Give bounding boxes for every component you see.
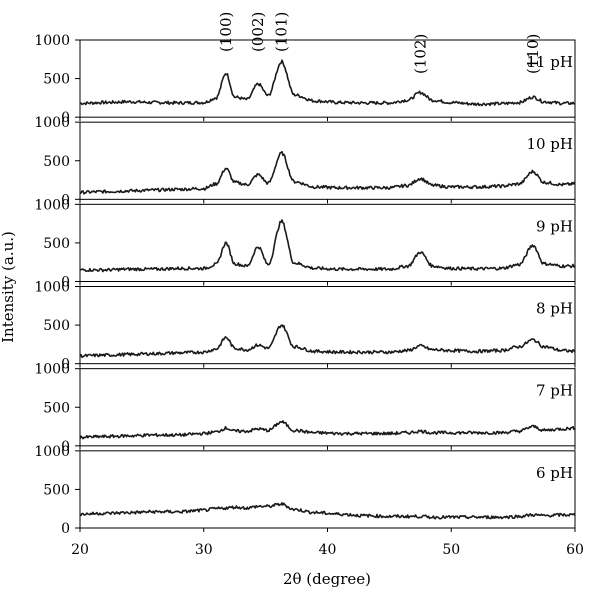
series-label: 11 pH — [526, 53, 573, 71]
x-tick-label: 50 — [442, 542, 460, 558]
y-tick-label: 500 — [43, 318, 70, 334]
series-line-7-ph — [79, 420, 576, 440]
panel-2: 0 500 1000 10 pH — [34, 115, 576, 208]
y-tick-label: 0 — [61, 357, 70, 373]
y-tick-label: 500 — [43, 154, 70, 170]
x-tick-label: 60 — [566, 542, 584, 558]
y-axis-title: Intensity (a.u.) — [0, 231, 17, 343]
x-axis: 20 30 40 50 60 — [71, 542, 584, 558]
x-tick-label: 20 — [71, 542, 89, 558]
panel-6: 0 500 1000 6 pH — [34, 444, 576, 537]
y-tick-label: 500 — [43, 236, 70, 252]
peak-label: (002) — [249, 12, 267, 52]
peak-label: (102) — [411, 34, 429, 74]
series-label: 6 pH — [536, 464, 573, 482]
peak-labels: (100) (002) (101) (102) (110) — [217, 12, 542, 74]
panel-4: 0 500 1000 8 pH — [34, 280, 576, 373]
peak-label: (101) — [273, 12, 291, 52]
series-label: 9 pH — [536, 217, 573, 235]
series-line-11-ph — [79, 59, 576, 107]
series-line-6-ph — [79, 502, 576, 520]
y-tick-label: 0 — [61, 192, 70, 208]
series-line-8-ph — [79, 324, 576, 359]
y-tick-label: 1000 — [34, 362, 70, 378]
y-tick-label: 1000 — [34, 444, 70, 460]
y-tick-label: 1000 — [34, 115, 70, 131]
y-tick-label: 0 — [61, 275, 70, 291]
y-tick-label: 500 — [43, 72, 70, 88]
x-tick-label: 40 — [319, 542, 337, 558]
y-tick-label: 1000 — [34, 33, 70, 49]
series-line-10-ph — [79, 150, 576, 195]
series-label: 7 pH — [536, 382, 573, 400]
chart-panels: 0 500 1000 11 pH 0 500 1000 10 pH 0 500 1000 9 pH 0 5… — [34, 33, 576, 537]
y-tick-label: 1000 — [34, 197, 70, 213]
peak-label: (100) — [217, 12, 235, 52]
y-tick-label: 0 — [61, 439, 70, 455]
y-tick-label: 1000 — [34, 280, 70, 296]
series-label: 10 pH — [526, 135, 573, 153]
panel-3: 0 500 1000 9 pH — [34, 197, 576, 291]
panel-1: 0 500 1000 11 pH — [34, 33, 576, 126]
panel-5: 0 500 1000 7 pH — [34, 362, 576, 455]
panel-frame — [79, 39, 576, 118]
y-tick-label: 500 — [43, 482, 70, 498]
series-label: 8 pH — [536, 300, 573, 318]
series-line-9-ph — [79, 219, 576, 273]
peak-label: (110) — [524, 34, 542, 74]
x-axis-title: 2θ (degree) — [283, 570, 371, 588]
y-tick-label: 500 — [43, 400, 70, 416]
y-tick-label: 0 — [61, 521, 70, 537]
y-tick-label: 0 — [61, 110, 70, 126]
x-tick-label: 30 — [195, 542, 213, 558]
